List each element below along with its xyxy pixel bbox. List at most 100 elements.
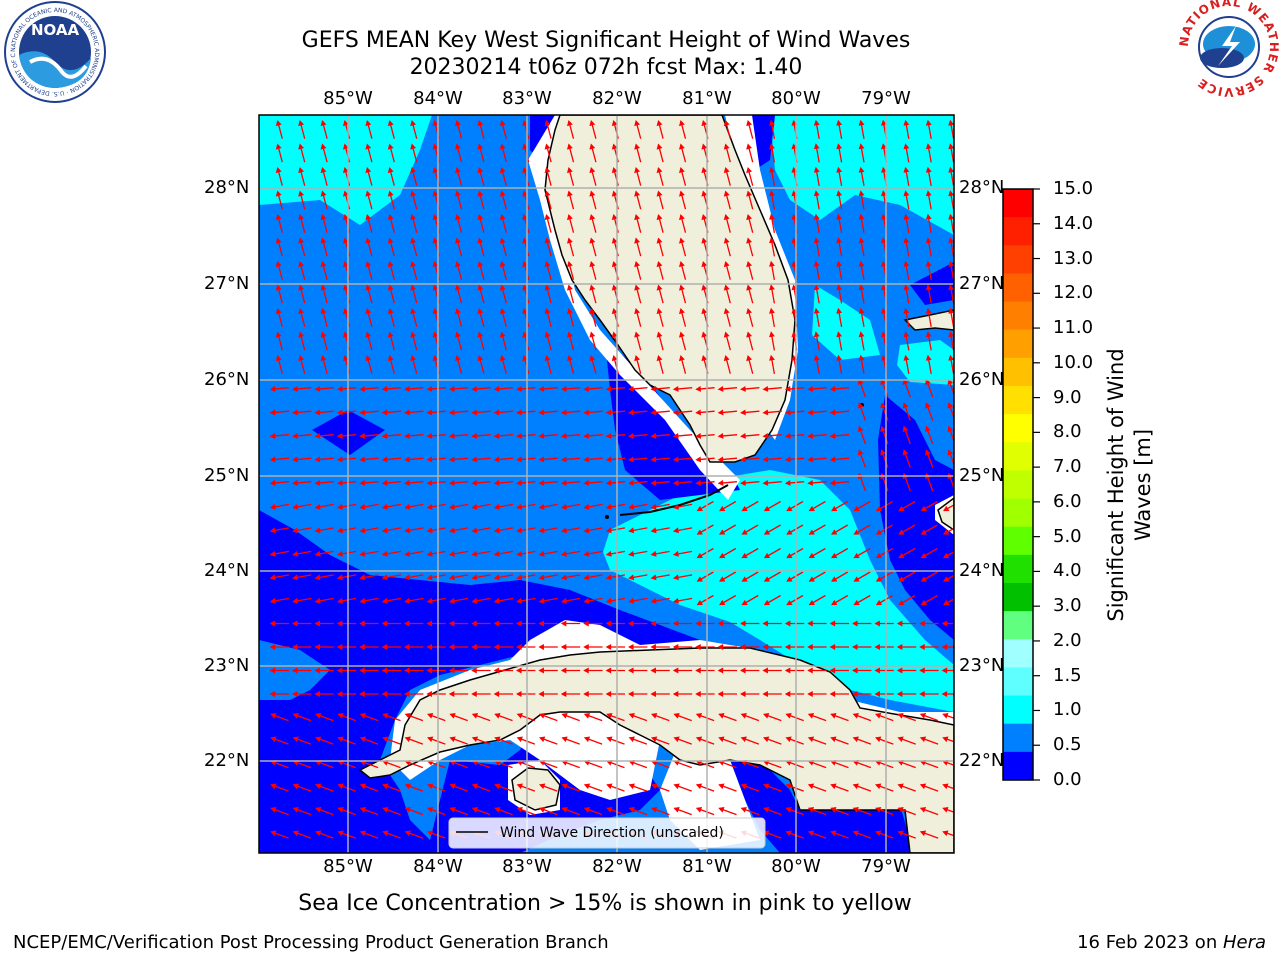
wind-wave-arrowhead xyxy=(336,385,343,392)
wind-wave-arrowhead xyxy=(678,284,685,291)
wind-wave-arrowhead xyxy=(337,712,344,719)
wind-wave-arrowhead xyxy=(896,691,903,697)
wind-wave-arrowhead xyxy=(785,830,792,837)
wind-wave-arrowhead xyxy=(785,712,792,719)
wind-wave-arrowhead xyxy=(516,550,523,557)
wind-wave-arrowhead xyxy=(656,354,663,362)
map-title: GEFS MEAN Key West Significant Height of… xyxy=(301,28,911,53)
wind-wave-arrowhead xyxy=(628,432,634,439)
wind-wave-arrowhead xyxy=(493,644,500,650)
wind-wave-arrowhead xyxy=(741,529,748,535)
wind-wave-arrowhead xyxy=(516,385,522,392)
wind-wave-arrowhead xyxy=(359,712,367,719)
wind-wave-arrowhead xyxy=(634,190,641,197)
wind-wave-arrowhead xyxy=(382,712,389,719)
wind-wave-arrowhead xyxy=(471,456,478,463)
wind-wave-arrowhead xyxy=(605,574,612,581)
wind-wave-arrowhead xyxy=(628,691,634,697)
colorbar-tick-label: 15.0 xyxy=(1053,178,1094,199)
wind-wave-arrowhead xyxy=(426,597,433,604)
wind-wave-arrowhead xyxy=(791,119,798,126)
wind-wave-arrowhead xyxy=(365,331,372,338)
wind-wave-arrowhead xyxy=(898,599,905,606)
wind-wave-arrowhead xyxy=(925,307,932,314)
wind-wave-arrowhead xyxy=(320,260,327,268)
wind-wave-arrowhead xyxy=(320,166,327,174)
wind-wave-arrowhead xyxy=(522,354,529,362)
wind-wave-arrowhead xyxy=(427,783,434,790)
wind-wave-arrowhead xyxy=(852,806,859,813)
wind-wave-arrowhead xyxy=(807,620,813,627)
lat-label-right: 26°N xyxy=(959,369,1005,390)
lat-label-right: 27°N xyxy=(959,273,1005,294)
wind-wave-arrowhead xyxy=(896,667,903,674)
colorbar-label-line1: Significant Height of Wind xyxy=(1104,348,1128,621)
wind-wave-arrowhead xyxy=(275,284,282,291)
wind-wave-arrowhead xyxy=(813,354,820,361)
wind-wave-arrowhead xyxy=(292,736,299,743)
wind-wave-arrowhead xyxy=(784,691,791,697)
wind-wave-arrowhead xyxy=(696,576,703,582)
wind-wave-arrowhead xyxy=(269,550,276,557)
wind-wave-arrowhead xyxy=(516,503,523,510)
wind-wave-arrowhead xyxy=(634,166,641,174)
wind-wave-arrowhead xyxy=(943,599,950,606)
wind-wave-arrowhead xyxy=(516,456,522,463)
wind-wave-arrowhead xyxy=(365,143,372,150)
wind-wave-arrowhead xyxy=(342,166,349,174)
wind-wave-arrowhead xyxy=(314,527,321,534)
colorbar-tick-label: 0.0 xyxy=(1053,769,1082,790)
wind-wave-arrowhead xyxy=(298,166,305,174)
wind-wave-arrowhead xyxy=(538,597,545,604)
wind-wave-arrowhead xyxy=(538,409,545,416)
wind-wave-arrowhead xyxy=(634,213,641,221)
wind-wave-arrowhead xyxy=(948,119,954,126)
wind-wave-arrowhead xyxy=(836,260,843,267)
wind-wave-arrowhead xyxy=(857,449,864,456)
wind-wave-arrowhead xyxy=(925,143,932,150)
wind-wave-arrowhead xyxy=(381,550,388,557)
wind-wave-arrowhead xyxy=(404,574,411,581)
wind-wave-arrowhead xyxy=(762,456,769,463)
wind-wave-arrowhead xyxy=(791,213,798,220)
wind-wave-arrowhead xyxy=(292,456,298,463)
wind-wave-arrowhead xyxy=(538,691,544,697)
wind-wave-arrowhead xyxy=(941,620,948,627)
wind-wave-arrowhead xyxy=(493,527,500,534)
wind-wave-arrowhead xyxy=(314,456,321,463)
wind-wave-arrowhead xyxy=(538,550,545,557)
colorbar xyxy=(1003,189,1033,781)
wind-wave-arrowhead xyxy=(875,830,882,837)
wind-wave-arrowhead xyxy=(925,260,932,267)
wind-wave-arrowhead xyxy=(769,331,775,338)
wind-wave-arrowhead xyxy=(477,166,484,174)
wind-wave-arrowhead xyxy=(589,237,596,244)
wind-wave-arrowhead xyxy=(427,736,434,743)
wind-wave-arrowhead xyxy=(426,667,432,674)
wind-wave-arrowhead xyxy=(919,806,927,813)
wind-wave-arrowhead xyxy=(919,736,927,743)
wind-wave-arrowhead xyxy=(723,213,730,221)
wind-wave-arrowhead xyxy=(426,644,432,650)
wind-wave-arrowhead xyxy=(292,432,298,439)
wind-wave-arrowhead xyxy=(695,456,702,463)
wind-wave-arrowhead xyxy=(836,166,843,173)
wind-wave-arrowhead xyxy=(611,166,618,174)
wind-wave-arrowhead xyxy=(275,190,282,197)
colorbar-segment xyxy=(1003,442,1033,471)
date-stamp: 16 Feb 2023 on Hera xyxy=(1077,932,1266,953)
wind-wave-arrowhead xyxy=(880,425,886,432)
wind-wave-arrowhead xyxy=(605,385,612,392)
wind-wave-arrowhead xyxy=(544,166,551,174)
wind-wave-arrowhead xyxy=(269,644,276,650)
wind-wave-arrowhead xyxy=(925,119,932,126)
wind-wave-arrowhead xyxy=(717,644,724,650)
wind-wave-arrowhead xyxy=(365,166,372,174)
wind-wave-arrowhead xyxy=(560,574,567,581)
wind-wave-arrowhead xyxy=(634,237,641,244)
wind-wave-arrowhead xyxy=(359,830,367,837)
wind-wave-arrowhead xyxy=(628,550,635,557)
wind-wave-arrowhead xyxy=(880,449,886,456)
wind-wave-arrowhead xyxy=(813,307,820,314)
wind-wave-arrowhead xyxy=(544,119,551,127)
